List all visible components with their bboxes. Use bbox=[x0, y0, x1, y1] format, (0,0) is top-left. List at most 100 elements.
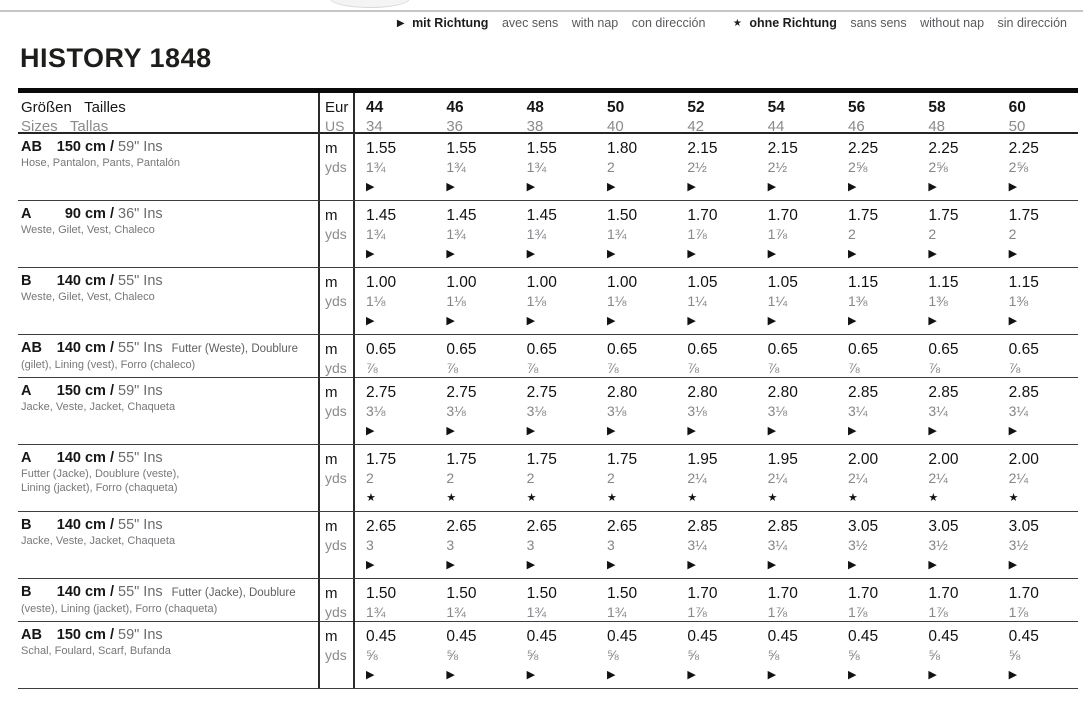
requirement-cell: 2.15 2½ ▶ bbox=[676, 134, 756, 200]
yards-value: ⅝ bbox=[848, 647, 860, 663]
requirement-cell: 2.00 2¼ ★ bbox=[917, 445, 997, 511]
requirement-cell: 1.70 1⅞ bbox=[837, 579, 917, 622]
size-us-value: 40 bbox=[607, 118, 624, 135]
yards-value: 3⅛ bbox=[446, 403, 466, 419]
requirement-cell: 0.65 ⅞ bbox=[917, 335, 997, 378]
nap-star-icon: ★ bbox=[366, 492, 376, 504]
yards-value: 2¼ bbox=[1008, 470, 1029, 486]
size-us-value: 44 bbox=[767, 118, 785, 135]
unit-meters-label: m bbox=[325, 140, 338, 157]
requirement-cell: 1.55 1¾ ▶ bbox=[516, 134, 596, 200]
nap-arrow-icon: ▶ bbox=[928, 669, 937, 681]
requirement-cell: 0.45 ⅝ ▶ bbox=[917, 622, 997, 688]
pattern-title: HISTORY 1848 bbox=[20, 43, 212, 73]
fabric-row: A 150 cm /59" Ins Jacke, Veste, Jacket, Ch… bbox=[18, 378, 1078, 445]
yards-value: 3¼ bbox=[1008, 403, 1029, 419]
yards-value: 1⅞ bbox=[1008, 604, 1029, 620]
requirement-cell: 1.70 1⅞ bbox=[757, 579, 837, 622]
fabric-row-title: A 140 cm /55" Ins bbox=[21, 450, 318, 467]
requirement-cell: 0.45 ⅝ ▶ bbox=[516, 622, 596, 688]
size-eur-value: 50 bbox=[607, 99, 625, 116]
requirement-cell: 1.00 1⅛ ▶ bbox=[435, 268, 515, 334]
size-column-header: 44 34 bbox=[355, 93, 435, 136]
nap-arrow-icon: ▶ bbox=[607, 181, 616, 193]
size-us-value: 38 bbox=[526, 118, 544, 135]
requirement-cell: 2.75 3⅛ ▶ bbox=[355, 378, 435, 444]
requirement-cell: 0.45 ⅝ ▶ bbox=[435, 622, 515, 688]
nap-arrow-icon: ▶ bbox=[687, 559, 696, 571]
fabric-width-cm: 140 cm / bbox=[56, 273, 114, 289]
size-column-header: 58 48 bbox=[917, 93, 997, 136]
nap-arrow-icon: ▶ bbox=[767, 248, 777, 260]
meters-value: 1.00 bbox=[607, 274, 638, 291]
yards-value: 3½ bbox=[848, 537, 868, 553]
unit-cell: m yds bbox=[318, 268, 355, 334]
nap-arrow-icon: ▶ bbox=[366, 315, 375, 327]
yards-value: 3⅛ bbox=[366, 403, 386, 419]
meters-value: 0.65 bbox=[366, 341, 397, 358]
fabric-row: B 140 cm /55" Ins Weste, Gilet, Vest, Chal… bbox=[18, 268, 1078, 335]
fabric-width-cm: 90 cm / bbox=[64, 206, 114, 222]
label-note: Futter (Jacke), Doublure bbox=[171, 587, 296, 599]
size-eur-value: 52 bbox=[687, 99, 705, 116]
requirement-cell: 1.45 1¾ ▶ bbox=[355, 201, 435, 267]
legend-with-nap-en: with nap bbox=[571, 16, 619, 30]
nap-arrow-icon: ▶ bbox=[1008, 425, 1018, 437]
size-us-value: 34 bbox=[366, 118, 383, 135]
requirement-cell: 0.65 ⅞ bbox=[435, 335, 515, 378]
unit-meters-label: m bbox=[325, 207, 338, 224]
requirement-cell: 1.70 1⅞ bbox=[998, 579, 1078, 622]
fabric-width-inches: 55" Ins bbox=[118, 450, 163, 466]
requirement-cell: 1.00 1⅛ ▶ bbox=[596, 268, 676, 334]
fabric-row-title: B 140 cm /55" Ins bbox=[21, 273, 318, 290]
meters-value: 0.45 bbox=[607, 628, 638, 645]
requirement-cell: 1.50 1¾ bbox=[435, 579, 515, 622]
nap-arrow-icon: ▶ bbox=[607, 669, 616, 681]
nap-arrow-icon: ▶ bbox=[767, 181, 777, 193]
fabric-width-inches: 59" Ins bbox=[118, 139, 163, 155]
nap-arrow-icon: ▶ bbox=[526, 559, 536, 571]
unit-yards-label: yds bbox=[325, 647, 347, 663]
meters-value: 1.70 bbox=[848, 585, 879, 602]
nap-star-icon: ★ bbox=[1008, 492, 1019, 504]
yards-value: 2 bbox=[1008, 226, 1017, 242]
nap-arrow-icon: ▶ bbox=[366, 181, 375, 193]
requirement-cell: 2.65 3 ▶ bbox=[516, 512, 596, 578]
meters-value: 2.80 bbox=[607, 384, 638, 401]
view-code: A bbox=[21, 206, 32, 222]
fabric-width-cm: 140 cm / bbox=[56, 584, 114, 600]
requirement-cell: 0.45 ⅝ ▶ bbox=[837, 622, 917, 688]
yards-value: 3¼ bbox=[687, 537, 707, 553]
size-column-header: 48 38 bbox=[516, 93, 596, 136]
meters-value: 1.75 bbox=[607, 451, 638, 468]
yards-value: 3⅛ bbox=[687, 403, 707, 419]
nap-arrow-icon: ▶ bbox=[848, 181, 857, 193]
yards-value: 3½ bbox=[1008, 537, 1029, 553]
table-header: Größen Tailles Sizes Tallas Eur US 44 34 4… bbox=[18, 88, 1078, 136]
requirement-cell: 1.05 1¼ ▶ bbox=[676, 268, 756, 334]
requirement-cell: 1.50 1¾ ▶ bbox=[596, 201, 676, 267]
nap-arrow-icon: ▶ bbox=[446, 669, 455, 681]
requirement-cell: 1.15 1⅜ ▶ bbox=[917, 268, 997, 334]
meters-value: 0.45 bbox=[526, 628, 557, 645]
unit-yards-label: yds bbox=[325, 470, 347, 486]
meters-value: 1.75 bbox=[366, 451, 397, 468]
meters-value: 1.75 bbox=[848, 207, 879, 224]
nap-arrow-icon: ▶ bbox=[607, 425, 616, 437]
requirement-cell: 1.75 2 ▶ bbox=[837, 201, 917, 267]
requirement-cell: 2.85 3¼ ▶ bbox=[676, 512, 756, 578]
requirement-cell: 1.50 1¾ bbox=[516, 579, 596, 622]
meters-value: 0.45 bbox=[446, 628, 477, 645]
yards-value: 2⅝ bbox=[928, 159, 948, 175]
cutting-legend: ▶ mit Richtung avec sens with nap con di… bbox=[383, 16, 1077, 30]
yards-value: 1⅞ bbox=[687, 226, 707, 242]
fabric-width-inches: 36" Ins bbox=[118, 206, 163, 222]
yards-value: ⅝ bbox=[1008, 647, 1021, 663]
garment-pieces: (gilet), Lining (vest), Forro (chaleco) bbox=[21, 359, 196, 371]
size-us-value: 46 bbox=[848, 118, 865, 135]
nap-arrow-icon: ▶ bbox=[687, 425, 696, 437]
requirement-cell: 3.05 3½ ▶ bbox=[837, 512, 917, 578]
yards-value: 1¾ bbox=[446, 604, 466, 620]
requirement-cell: 0.65 ⅞ bbox=[596, 335, 676, 378]
requirement-cell: 0.65 ⅞ bbox=[676, 335, 756, 378]
